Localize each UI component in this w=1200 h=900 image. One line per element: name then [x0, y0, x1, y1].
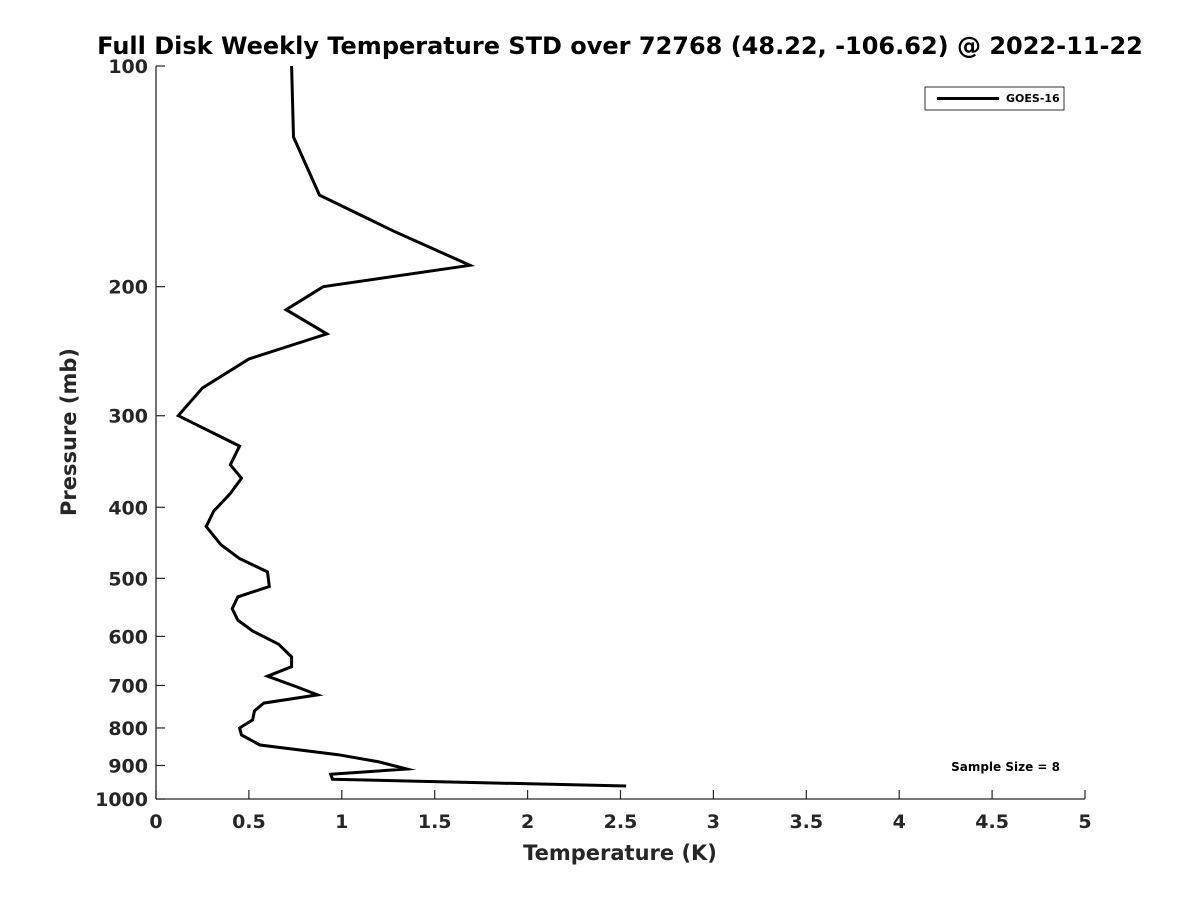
- x-tick-label: 1.5: [418, 811, 452, 833]
- y-tick-label: 1000: [95, 789, 148, 811]
- x-tick-label: 2: [521, 811, 534, 833]
- axes: 0 0.5 1 1.5 2 2.5 3 3.5 4 4.5 5 100 200 300 400 500 600…: [95, 56, 1092, 833]
- y-tick-label: 600: [108, 626, 148, 648]
- x-ticks: 0 0.5 1 1.5 2 2.5 3 3.5 4 4.5 5: [149, 790, 1092, 833]
- y-tick-label: 800: [108, 718, 148, 740]
- y-tick-label: 500: [108, 568, 148, 590]
- sample-size-annotation: Sample Size = 8: [951, 760, 1060, 774]
- y-tick-label: 100: [108, 56, 148, 78]
- x-tick-label: 3: [707, 811, 720, 833]
- y-tick-label: 900: [108, 755, 148, 777]
- y-tick-label: 700: [108, 675, 148, 697]
- x-tick-label: 4.5: [975, 811, 1009, 833]
- x-tick-label: 0.5: [232, 811, 266, 833]
- x-tick-label: 5: [1078, 811, 1091, 833]
- x-axis-label: Temperature (K): [523, 841, 717, 865]
- y-tick-label: 300: [108, 406, 148, 428]
- series-layer: [175, 65, 627, 788]
- x-tick-label: 2.5: [604, 811, 638, 833]
- x-tick-label: 1: [335, 811, 348, 833]
- y-tick-label: 400: [108, 497, 148, 519]
- y-axis-label: Pressure (mb): [57, 348, 81, 516]
- chart-title: Full Disk Weekly Temperature STD over 72…: [97, 32, 1143, 60]
- x-tick-label: 3.5: [789, 811, 823, 833]
- legend-label-goes16: GOES-16: [1006, 92, 1060, 105]
- y-ticks: 100 200 300 400 500 600 700 800 900 1000: [95, 56, 165, 811]
- legend: GOES-16: [924, 86, 1065, 111]
- plot-area: [156, 66, 1085, 799]
- x-tick-label: 4: [893, 811, 906, 833]
- y-tick-label: 200: [108, 277, 148, 299]
- series-line-0: [175, 65, 627, 788]
- x-tick-label: 0: [149, 811, 162, 833]
